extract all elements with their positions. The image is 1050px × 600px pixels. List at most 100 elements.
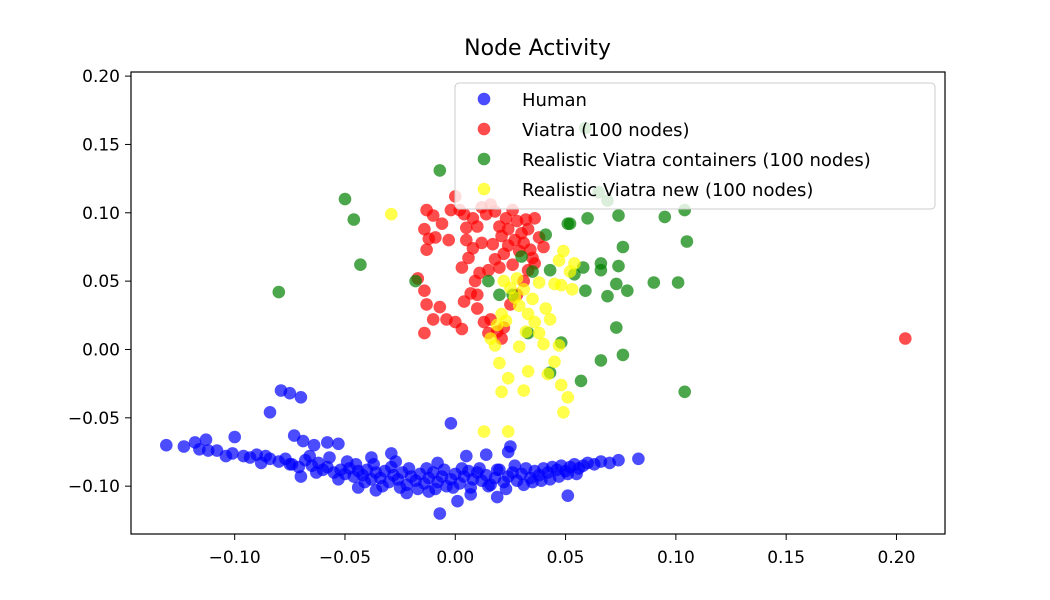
data-point bbox=[409, 274, 422, 288]
data-point bbox=[506, 258, 519, 272]
data-point bbox=[226, 447, 239, 460]
data-point bbox=[495, 385, 508, 399]
data-point bbox=[201, 444, 215, 457]
data-point bbox=[177, 440, 191, 453]
series-0 bbox=[160, 384, 645, 520]
data-point bbox=[579, 284, 592, 298]
data-point bbox=[561, 467, 575, 481]
data-point bbox=[510, 272, 524, 285]
legend: Human Viatra (100 nodes) Realistic Viatra … bbox=[454, 82, 936, 210]
data-point bbox=[532, 276, 546, 289]
data-point bbox=[543, 313, 557, 326]
data-point bbox=[548, 355, 561, 369]
data-point bbox=[349, 458, 363, 471]
data-point bbox=[418, 326, 431, 340]
data-point bbox=[263, 406, 277, 419]
x-tick-label: 0.05 bbox=[547, 548, 585, 568]
data-point bbox=[473, 462, 486, 475]
legend-marker bbox=[477, 182, 491, 196]
data-point bbox=[501, 239, 515, 252]
data-point bbox=[369, 484, 383, 497]
data-point bbox=[552, 254, 566, 267]
data-point bbox=[354, 258, 367, 272]
data-point bbox=[460, 449, 473, 463]
data-point bbox=[594, 263, 608, 277]
data-point bbox=[471, 220, 484, 233]
data-point bbox=[616, 348, 630, 362]
data-point bbox=[351, 481, 365, 494]
data-point bbox=[501, 445, 515, 459]
data-point bbox=[568, 257, 581, 270]
data-point bbox=[471, 302, 484, 315]
data-point bbox=[515, 250, 528, 263]
x-tick-label: −0.05 bbox=[319, 548, 371, 568]
data-point bbox=[501, 371, 515, 385]
data-point bbox=[526, 292, 539, 306]
data-point bbox=[347, 213, 361, 226]
data-point bbox=[594, 354, 608, 367]
data-point bbox=[543, 263, 557, 277]
data-point bbox=[521, 365, 535, 378]
data-point bbox=[422, 485, 436, 498]
data-point bbox=[517, 283, 530, 296]
data-point bbox=[433, 164, 447, 177]
data-point bbox=[429, 231, 442, 244]
data-point bbox=[460, 233, 473, 247]
data-point bbox=[658, 210, 672, 224]
data-point bbox=[647, 276, 661, 289]
y-tick-label: 0.20 bbox=[82, 67, 120, 87]
data-point bbox=[532, 326, 546, 340]
data-point bbox=[537, 337, 550, 351]
data-point bbox=[471, 288, 484, 302]
data-point bbox=[307, 438, 321, 452]
data-point bbox=[433, 507, 447, 520]
data-point bbox=[332, 473, 345, 486]
data-point bbox=[616, 240, 630, 254]
data-point bbox=[451, 494, 464, 508]
data-point bbox=[457, 295, 471, 308]
data-point bbox=[528, 212, 541, 225]
x-tick-label: 0.10 bbox=[657, 548, 695, 568]
data-point bbox=[552, 339, 566, 352]
data-point bbox=[574, 374, 588, 388]
data-point bbox=[554, 278, 568, 292]
data-point bbox=[570, 467, 583, 481]
data-point bbox=[160, 438, 173, 452]
x-tick-label: −0.10 bbox=[209, 548, 261, 568]
data-point bbox=[612, 259, 625, 273]
data-point bbox=[431, 456, 444, 470]
data-point bbox=[294, 470, 308, 483]
data-point bbox=[385, 207, 398, 221]
data-point bbox=[338, 192, 352, 206]
data-point bbox=[482, 479, 495, 493]
legend-label: Realistic Viatra new (100 nodes) bbox=[522, 180, 813, 201]
points-layer bbox=[160, 121, 912, 520]
data-point bbox=[411, 482, 425, 496]
data-point bbox=[612, 209, 625, 222]
data-point bbox=[455, 322, 469, 336]
data-point bbox=[501, 222, 515, 236]
data-point bbox=[565, 283, 579, 296]
data-point bbox=[420, 298, 433, 311]
legend-marker bbox=[477, 152, 491, 166]
data-point bbox=[490, 463, 504, 477]
data-point bbox=[557, 406, 570, 419]
data-point bbox=[462, 251, 475, 265]
data-point bbox=[526, 265, 539, 278]
legend-label: Viatra (100 nodes) bbox=[522, 120, 690, 141]
data-point bbox=[499, 482, 513, 496]
data-point bbox=[601, 289, 614, 303]
data-point bbox=[418, 222, 431, 236]
data-point bbox=[400, 486, 414, 500]
data-point bbox=[272, 285, 286, 299]
data-point bbox=[442, 233, 456, 247]
data-point bbox=[519, 325, 533, 339]
data-point bbox=[426, 313, 440, 326]
series-3 bbox=[385, 207, 581, 438]
data-point bbox=[455, 462, 469, 475]
data-point bbox=[420, 243, 433, 256]
x-tick-label: 0.00 bbox=[436, 548, 474, 568]
data-point bbox=[899, 332, 912, 345]
data-point bbox=[517, 384, 530, 397]
data-point bbox=[468, 274, 482, 288]
